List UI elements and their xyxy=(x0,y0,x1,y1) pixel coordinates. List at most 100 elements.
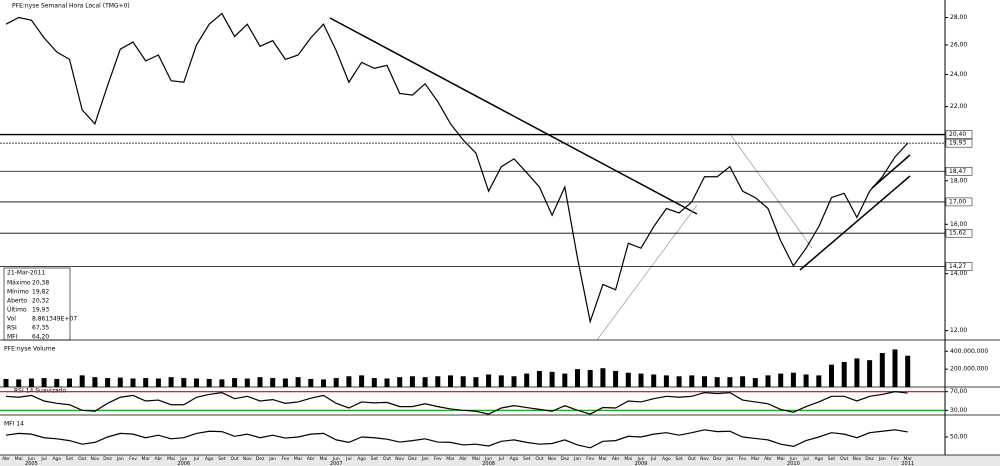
x-tick-label: Abr xyxy=(307,456,315,462)
x-tick-label: Jan xyxy=(268,456,276,462)
level-tag xyxy=(945,130,973,139)
x-tick-label: Dez xyxy=(713,456,722,462)
volume-bar xyxy=(79,375,85,387)
volume-bar xyxy=(803,374,809,387)
x-tick-label: Mai xyxy=(624,456,632,462)
x-tick-label: Ago xyxy=(52,456,61,462)
x-tick-label: Fev xyxy=(434,456,442,462)
panel-title: PFE:nyse Volume xyxy=(4,346,56,353)
volume-bar xyxy=(575,369,580,387)
volume-bar xyxy=(41,378,47,387)
level-tag xyxy=(945,197,973,207)
info-date: 21-Mar-2011 xyxy=(7,270,45,277)
x-tick-label: Dez xyxy=(103,456,112,462)
panel-title: RSI 14 Suavizado xyxy=(14,388,66,395)
level-label: 19,93 xyxy=(949,140,966,147)
volume-bar xyxy=(435,376,441,387)
volume-bar xyxy=(790,372,796,387)
volume-bar xyxy=(333,378,339,387)
level-tag xyxy=(945,138,973,148)
y-tick-label: 24,00 xyxy=(950,71,967,78)
x-tick-label: Set xyxy=(828,456,836,462)
x-tick-label: Jun xyxy=(179,456,187,462)
volume-bar xyxy=(689,375,695,387)
x-tick-label: Out xyxy=(535,456,543,462)
x-tick-label: Set xyxy=(66,456,74,462)
y-tick-label: 14,00 xyxy=(950,270,967,277)
year-label: 2009 xyxy=(635,461,648,466)
volume-bar xyxy=(778,373,784,387)
x-tick-label: Jul xyxy=(345,456,351,462)
volume-bar xyxy=(54,378,60,387)
volume-bar xyxy=(511,376,517,387)
x-tick-label: Jul xyxy=(498,456,504,462)
volume-bar xyxy=(308,378,314,387)
x-tick-label: Set xyxy=(218,456,226,462)
x-tick-label: Set xyxy=(675,456,683,462)
level-label: 18,47 xyxy=(949,168,966,175)
level-label: 15,62 xyxy=(949,230,966,237)
y-tick-label: 50,00 xyxy=(950,434,967,441)
volume-bar xyxy=(702,376,707,387)
info-label: Aberto xyxy=(7,298,27,305)
x-tick-label: Jan xyxy=(421,456,429,462)
x-tick-label: Nov xyxy=(853,456,862,462)
x-tick-label: Mar xyxy=(446,456,455,462)
x-tick-label: Nov xyxy=(91,456,100,462)
y-tick-label: 22,00 xyxy=(950,103,967,110)
volume-bar xyxy=(740,376,746,387)
volume-bar xyxy=(3,378,9,387)
x-tick-label: Ago xyxy=(814,456,823,462)
volume-bar xyxy=(498,375,504,387)
x-tick-label: Jan xyxy=(116,456,124,462)
info-value: 8,861349E+07 xyxy=(32,316,77,323)
x-tick-label: Jun xyxy=(27,456,35,462)
y-tick-label: 18,00 xyxy=(950,177,967,184)
volume-bar xyxy=(359,375,365,387)
info-label: Máximo xyxy=(7,280,31,287)
level-label: 20,40 xyxy=(949,131,966,138)
trendline xyxy=(729,133,813,249)
x-tick-label: Jul xyxy=(802,456,808,462)
volume-bar xyxy=(854,358,860,387)
x-tick-label: Fev xyxy=(586,456,594,462)
volume-bar xyxy=(625,372,631,387)
volume-bar xyxy=(397,377,403,387)
year-label: 2005 xyxy=(25,461,38,466)
x-tick-label: Dez xyxy=(560,456,569,462)
x-tick-label: Nov xyxy=(395,456,404,462)
x-tick-label: Mar xyxy=(294,456,303,462)
volume-bar xyxy=(816,375,822,387)
level-label: 14,27 xyxy=(949,263,966,270)
year-label: 2007 xyxy=(330,461,343,466)
volume-bar xyxy=(676,376,682,387)
panel-title: MFI 14 xyxy=(4,421,24,428)
x-tick-label: Out xyxy=(78,456,86,462)
x-tick-label: Mai xyxy=(15,456,23,462)
year-label: 2006 xyxy=(177,461,190,466)
volume-bar xyxy=(600,368,606,387)
info-label: MFI xyxy=(7,334,18,341)
x-tick-label: Set xyxy=(523,456,531,462)
volume-bar xyxy=(321,379,326,387)
volume-bar xyxy=(651,374,657,387)
volume-bar xyxy=(168,377,174,387)
volume-bar xyxy=(562,373,568,387)
x-tick-label: Ago xyxy=(510,456,519,462)
year-label: 2010 xyxy=(787,461,800,466)
year-label: 2011 xyxy=(901,461,914,466)
trendline xyxy=(596,204,698,341)
price-line xyxy=(5,429,908,449)
volume-bar xyxy=(117,377,123,387)
x-tick-label: Jan xyxy=(725,456,733,462)
y-tick-label: 30,00 xyxy=(950,407,967,414)
x-tick-label: Jul xyxy=(193,456,199,462)
x-tick-label: Fev xyxy=(739,456,747,462)
volume-bar xyxy=(524,373,530,387)
volume-bar xyxy=(105,378,111,387)
info-value: 20,32 xyxy=(32,298,49,305)
x-tick-label: Jun xyxy=(789,456,797,462)
info-value: 20,38 xyxy=(32,280,49,287)
y-tick-label: 70,00 xyxy=(950,388,967,395)
